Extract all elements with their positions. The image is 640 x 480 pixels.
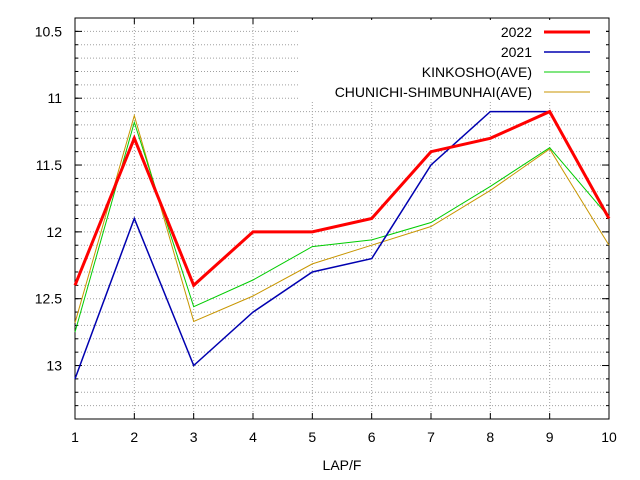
x-tick-label: 7 <box>427 429 435 445</box>
y-tick-label: 10.5 <box>35 23 62 39</box>
series-line-0 <box>73 109 611 288</box>
x-tick-label: 1 <box>71 429 79 445</box>
series-line-3 <box>74 113 610 323</box>
y-tick-label: 11.5 <box>36 157 62 173</box>
x-tick-label: 3 <box>190 429 198 445</box>
x-tick-label: 6 <box>368 429 376 445</box>
y-tick-label: 11 <box>47 90 62 106</box>
y-tick-label: 12 <box>46 224 62 240</box>
legend: 2022 2021 KINKOSHO(AVE) CHUNICHI-SHIMBUNHAI… <box>300 20 606 100</box>
x-tick-label: 10 <box>601 429 617 445</box>
y-tick-label: 12.5 <box>35 291 62 307</box>
legend-label: 2022 <box>501 24 532 40</box>
x-tick-label: 8 <box>486 429 494 445</box>
x-tick-label: 9 <box>546 429 554 445</box>
x-tick-label: 5 <box>308 429 316 445</box>
y-tick-label: 13 <box>46 358 62 374</box>
x-tick-label: 4 <box>249 429 257 445</box>
series-lines <box>73 109 611 380</box>
x-axis-label: LAP/F <box>323 457 362 473</box>
legend-label: CHUNICHI-SHIMBUNHAI(AVE) <box>335 84 532 100</box>
series-line-1 <box>74 110 610 380</box>
legend-label: 2021 <box>501 44 532 60</box>
series-line-2 <box>74 120 610 333</box>
legend-label: KINKOSHO(AVE) <box>422 64 532 80</box>
x-tick-label: 2 <box>130 429 138 445</box>
